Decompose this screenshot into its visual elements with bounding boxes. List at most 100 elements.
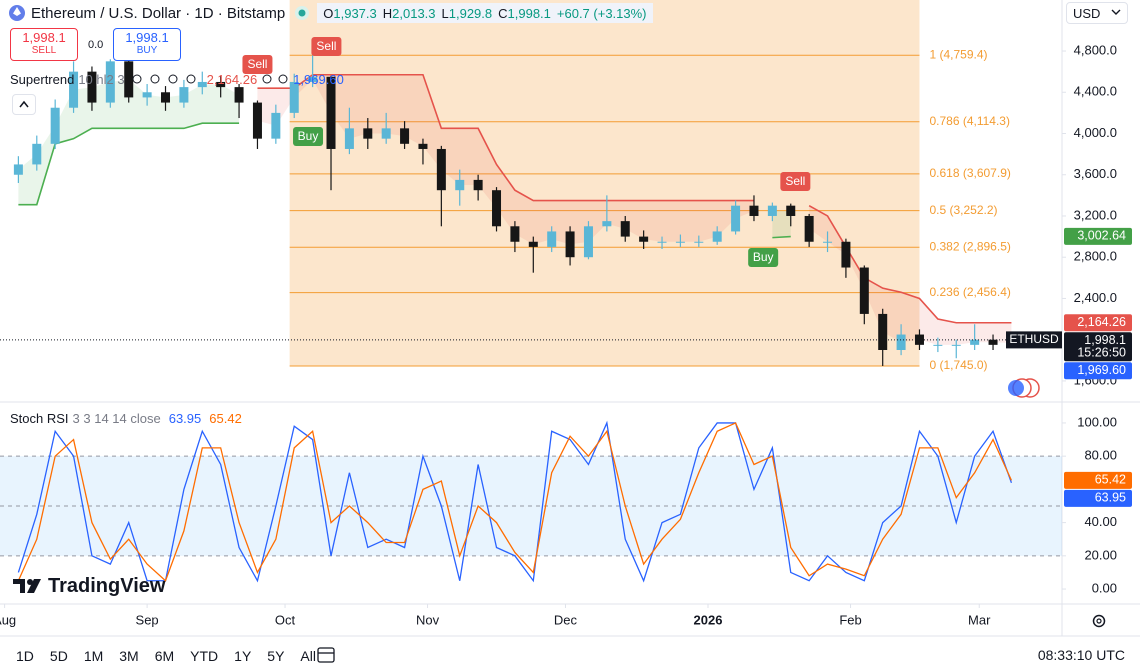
ohlc-value: 2,013.3 xyxy=(392,5,436,21)
tradingview-logo[interactable]: TradingView xyxy=(12,573,165,599)
signal-label xyxy=(311,37,342,57)
candle-body xyxy=(712,231,722,242)
sell-label: SELL xyxy=(31,45,57,56)
candle-body xyxy=(583,226,593,258)
candle-body xyxy=(786,205,796,216)
countdown-text: 15:26:50 xyxy=(1077,346,1126,360)
range-button[interactable]: 1M xyxy=(83,648,104,664)
candle-body xyxy=(455,179,465,191)
buy-button[interactable]: 1,998.1 BUY xyxy=(113,28,181,61)
fib-background xyxy=(289,0,920,366)
buy-price: 1,998.1 xyxy=(125,30,169,45)
ohlc-value: 1,998.1 xyxy=(507,5,551,21)
candle-body xyxy=(859,267,869,314)
symbol-header: Ethereum / U.S. Dollar · 1D · Bitstamp O… xyxy=(8,2,653,24)
indicator-params: 3 3 14 14 close xyxy=(72,410,161,426)
currency-label: USD xyxy=(1073,5,1101,21)
price-tag-text: 1,969.60 xyxy=(1077,363,1126,377)
stoch-legend: Stoch RSI 3 3 14 14 close 63.95 65.42 xyxy=(10,409,242,427)
candle-body xyxy=(197,81,207,88)
clock[interactable]: 08:33:10 UTC xyxy=(1037,647,1125,663)
candle-body xyxy=(179,87,189,103)
y-tick-label: 3,600.0 xyxy=(1074,166,1117,181)
ohlc-key: L xyxy=(441,5,449,21)
candle-body xyxy=(473,179,483,191)
price-tag-text: 63.95 xyxy=(1095,491,1126,505)
collapse-legend-button[interactable] xyxy=(12,94,36,115)
x-tick-label: Feb xyxy=(839,612,861,627)
signal-text: Buy xyxy=(753,250,774,264)
indicator-icons[interactable] xyxy=(131,72,201,86)
candle-body xyxy=(988,339,998,345)
ohlc-key: O xyxy=(323,5,334,21)
candle-body xyxy=(970,339,980,345)
logo-mark xyxy=(13,579,41,593)
candle-body xyxy=(436,148,446,191)
candle-body xyxy=(216,81,226,88)
signal-label xyxy=(293,127,324,147)
market-status-icon[interactable] xyxy=(291,4,313,22)
signal-text: Sell xyxy=(247,57,267,71)
price-tag xyxy=(1064,489,1132,507)
x-tick-label: Sep xyxy=(136,612,159,627)
indicator-name[interactable]: Supertrend xyxy=(10,71,75,87)
candle-body xyxy=(271,112,281,139)
candle-body xyxy=(344,128,354,149)
range-button[interactable]: 3M xyxy=(119,648,139,664)
candle-body xyxy=(363,128,373,139)
candle-body xyxy=(69,71,79,108)
candle-body xyxy=(620,221,630,237)
y-tick-label: 2,400.0 xyxy=(1074,290,1117,305)
candle-body xyxy=(326,76,336,149)
fib-level-label: 0 (1,745.0) xyxy=(929,358,987,372)
candle-body xyxy=(547,231,557,247)
price-tag-text: 3,002.64 xyxy=(1077,229,1126,243)
signal-label xyxy=(242,55,273,75)
price-tag xyxy=(1064,362,1132,380)
symbol-tag-text: ETHUSD xyxy=(1009,332,1059,346)
range-button[interactable]: 6M xyxy=(154,648,175,664)
supertrend-fill xyxy=(257,74,754,245)
signal-text: Buy xyxy=(298,129,319,143)
currency-dropdown[interactable]: USD xyxy=(1066,2,1128,24)
candle-body xyxy=(142,92,152,98)
y-tick-label: 40.00 xyxy=(1084,514,1117,529)
price-tag xyxy=(1064,227,1132,245)
ohlc-key: C xyxy=(498,5,508,21)
price-tag xyxy=(1064,314,1132,332)
candle-body xyxy=(252,102,262,139)
sell-button[interactable]: 1,998.1 SELL xyxy=(10,28,78,61)
y-tick-label: 20.00 xyxy=(1084,547,1117,562)
candle-body xyxy=(234,87,244,103)
symbol-tag xyxy=(1006,331,1062,349)
supertrend-line xyxy=(257,73,1012,324)
candle-body xyxy=(694,241,704,243)
chevron-down-icon xyxy=(1111,9,1121,15)
candle-body xyxy=(289,81,299,113)
candle-body xyxy=(804,215,814,242)
ohlc-values: O 1,937.3 H 2,013.3 L 1,929.8 C 1,998.1 +60.… xyxy=(317,3,653,23)
candle-body xyxy=(492,190,502,227)
range-button[interactable]: All xyxy=(300,648,316,664)
y-tick-label: 4,000.0 xyxy=(1074,125,1117,140)
candle-body xyxy=(565,231,575,258)
calendar-icon[interactable] xyxy=(317,647,335,663)
indicator-name[interactable]: Stoch RSI xyxy=(10,410,69,426)
range-button[interactable]: 1Y xyxy=(234,648,252,664)
candle-body xyxy=(602,221,612,227)
settings-gear-icon[interactable] xyxy=(1092,614,1106,628)
candle-body xyxy=(50,107,60,144)
spread: 0.0 xyxy=(88,39,104,51)
range-button[interactable]: YTD xyxy=(190,648,219,664)
range-button[interactable]: 5D xyxy=(49,648,68,664)
supertrend-fill xyxy=(772,210,791,238)
candle-body xyxy=(933,344,943,346)
symbol-title[interactable]: Ethereum / U.S. Dollar · 1D · Bitstamp xyxy=(31,4,286,22)
range-button[interactable]: 5Y xyxy=(267,648,285,664)
ohlc-key: H xyxy=(382,5,393,21)
logo-text: TradingView xyxy=(48,574,166,597)
range-button[interactable]: 1D xyxy=(16,648,34,664)
fib-level-label: 0.618 (3,607.9) xyxy=(929,166,1010,180)
indicator-value: 2,164.26 xyxy=(206,71,258,87)
price-tag-text: 65.42 xyxy=(1095,473,1126,487)
